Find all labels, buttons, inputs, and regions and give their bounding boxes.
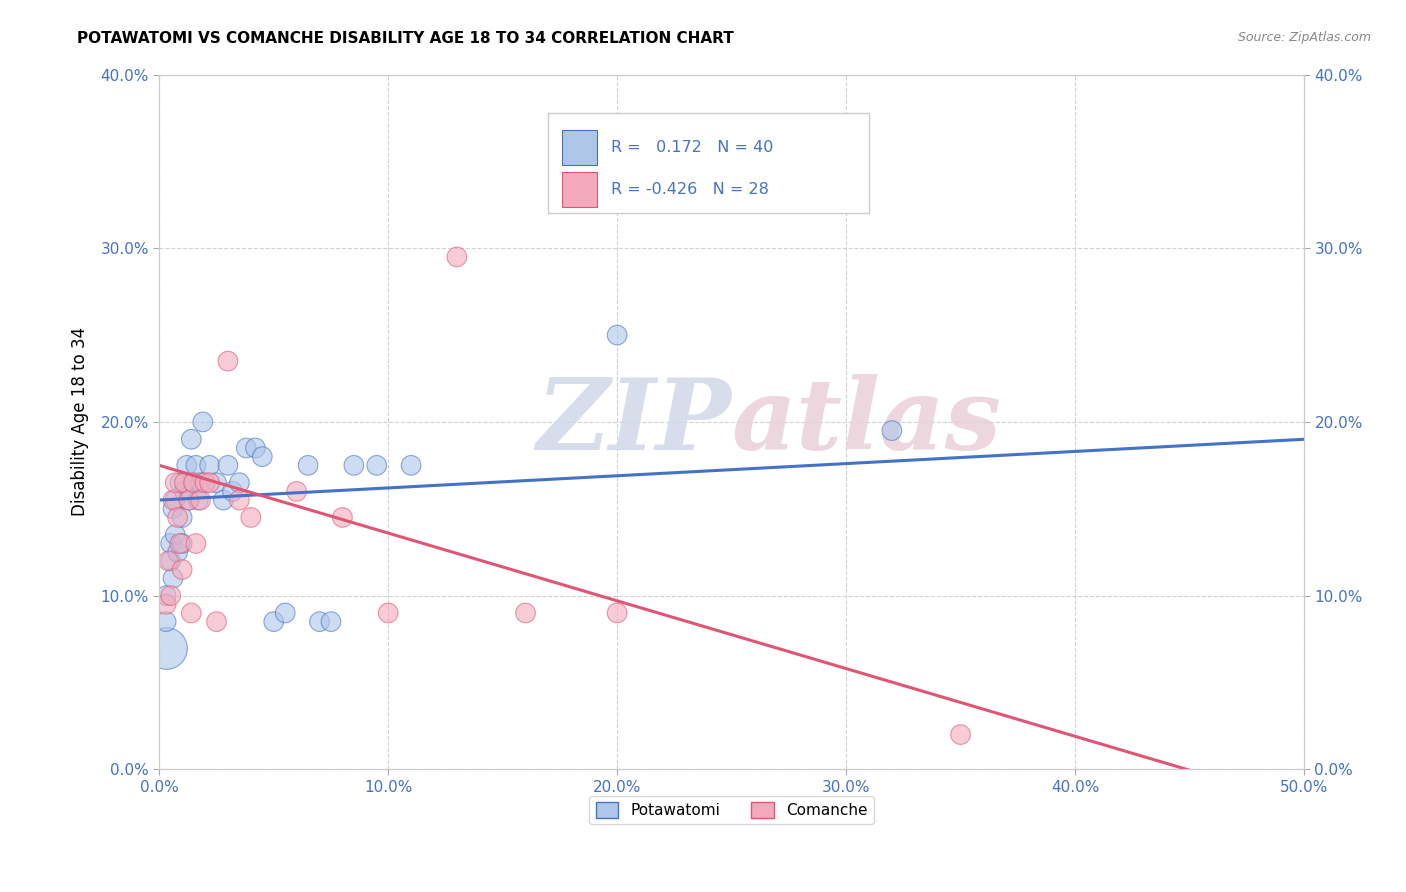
Point bbox=[606, 606, 628, 620]
Point bbox=[446, 250, 468, 264]
Point bbox=[217, 354, 239, 368]
Point bbox=[162, 493, 184, 508]
Point bbox=[180, 606, 202, 620]
Point bbox=[343, 458, 366, 473]
Point bbox=[399, 458, 422, 473]
Point bbox=[949, 728, 972, 742]
Point bbox=[155, 589, 177, 603]
Point bbox=[169, 475, 191, 490]
Point bbox=[319, 615, 342, 629]
Point bbox=[159, 554, 181, 568]
Point bbox=[176, 458, 198, 473]
Point bbox=[228, 475, 250, 490]
Point bbox=[173, 484, 195, 499]
Point bbox=[155, 640, 177, 655]
Point bbox=[184, 536, 207, 550]
Point bbox=[274, 606, 297, 620]
Point bbox=[198, 475, 221, 490]
Point bbox=[173, 475, 195, 490]
Point bbox=[205, 475, 228, 490]
Point bbox=[165, 493, 187, 508]
Point bbox=[187, 493, 209, 508]
Bar bbox=[562, 172, 596, 207]
Point bbox=[155, 615, 177, 629]
Text: R =   0.172   N = 40: R = 0.172 N = 40 bbox=[612, 140, 773, 155]
Point bbox=[166, 510, 188, 524]
Point bbox=[165, 528, 187, 542]
Point bbox=[172, 563, 194, 577]
Point bbox=[606, 328, 628, 343]
Point bbox=[177, 493, 200, 508]
Point bbox=[166, 545, 188, 559]
Point bbox=[789, 154, 811, 169]
Point bbox=[180, 432, 202, 446]
Point bbox=[377, 606, 399, 620]
Point bbox=[155, 597, 177, 611]
Point bbox=[228, 493, 250, 508]
Point bbox=[308, 615, 330, 629]
Text: POTAWATOMI VS COMANCHE DISABILITY AGE 18 TO 34 CORRELATION CHART: POTAWATOMI VS COMANCHE DISABILITY AGE 18… bbox=[77, 31, 734, 46]
FancyBboxPatch shape bbox=[548, 112, 869, 213]
Point bbox=[172, 510, 194, 524]
Text: R = -0.426   N = 28: R = -0.426 N = 28 bbox=[612, 182, 769, 196]
Point bbox=[162, 501, 184, 516]
Point bbox=[183, 475, 205, 490]
Point bbox=[172, 536, 194, 550]
Legend: Potawatomi, Comanche: Potawatomi, Comanche bbox=[589, 796, 875, 824]
Point bbox=[212, 493, 235, 508]
Point bbox=[515, 606, 537, 620]
Bar bbox=[562, 130, 596, 165]
Point bbox=[194, 475, 217, 490]
Point bbox=[297, 458, 319, 473]
Text: ZIP: ZIP bbox=[537, 374, 731, 470]
Point bbox=[252, 450, 274, 464]
Point bbox=[221, 484, 243, 499]
Point bbox=[205, 615, 228, 629]
Point bbox=[169, 536, 191, 550]
Point bbox=[190, 493, 212, 508]
Point bbox=[157, 554, 180, 568]
Point bbox=[235, 441, 257, 455]
Point bbox=[159, 536, 181, 550]
Point bbox=[190, 475, 212, 490]
Point bbox=[217, 458, 239, 473]
Text: atlas: atlas bbox=[731, 374, 1001, 470]
Point bbox=[165, 475, 187, 490]
Point bbox=[184, 458, 207, 473]
Point bbox=[285, 484, 308, 499]
Y-axis label: Disability Age 18 to 34: Disability Age 18 to 34 bbox=[72, 327, 89, 516]
Point bbox=[880, 424, 903, 438]
Point bbox=[332, 510, 354, 524]
Text: Source: ZipAtlas.com: Source: ZipAtlas.com bbox=[1237, 31, 1371, 45]
Point bbox=[366, 458, 388, 473]
Point bbox=[183, 475, 205, 490]
Point bbox=[245, 441, 267, 455]
Point bbox=[177, 493, 200, 508]
Point bbox=[263, 615, 285, 629]
Point bbox=[159, 589, 181, 603]
Point bbox=[162, 571, 184, 585]
Point bbox=[198, 458, 221, 473]
Point bbox=[191, 415, 214, 429]
Point bbox=[239, 510, 262, 524]
